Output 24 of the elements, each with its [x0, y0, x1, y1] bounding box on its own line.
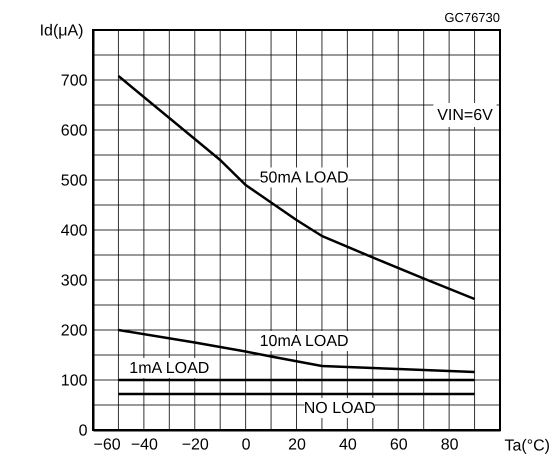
- series-label: 10mA LOAD: [260, 333, 349, 350]
- x-tick-label: 20: [288, 436, 306, 454]
- text: GC76730: [444, 10, 500, 25]
- x-tick-label: −40: [130, 436, 158, 454]
- y-tick-label: 400: [60, 222, 88, 240]
- series-label: NO LOAD: [304, 400, 376, 417]
- annotation: VIN=6V: [437, 107, 494, 124]
- y-tick-label: 0: [78, 422, 88, 440]
- x-tick-label: 40: [338, 436, 357, 454]
- x-tick-label: 0: [242, 436, 251, 454]
- y-tick-label: 300: [60, 272, 88, 290]
- y-tick-label: 500: [60, 172, 88, 190]
- y-axis-title: Id(μA): [40, 22, 84, 40]
- x-tick-label: 60: [390, 436, 408, 454]
- y-tick-label: 700: [60, 72, 88, 90]
- y-tick-label: 600: [60, 122, 88, 140]
- x-tick-label: −60: [94, 436, 121, 454]
- y-tick-label: 200: [60, 322, 88, 340]
- series-label: 50mA LOAD: [260, 170, 349, 186]
- series-label: 1mA LOAD: [129, 360, 210, 377]
- x-tick-label: 80: [440, 436, 459, 454]
- x-tick-label: −20: [182, 436, 209, 454]
- x-axis-title: Ta(°C): [504, 438, 550, 454]
- y-tick-label: 100: [60, 372, 88, 390]
